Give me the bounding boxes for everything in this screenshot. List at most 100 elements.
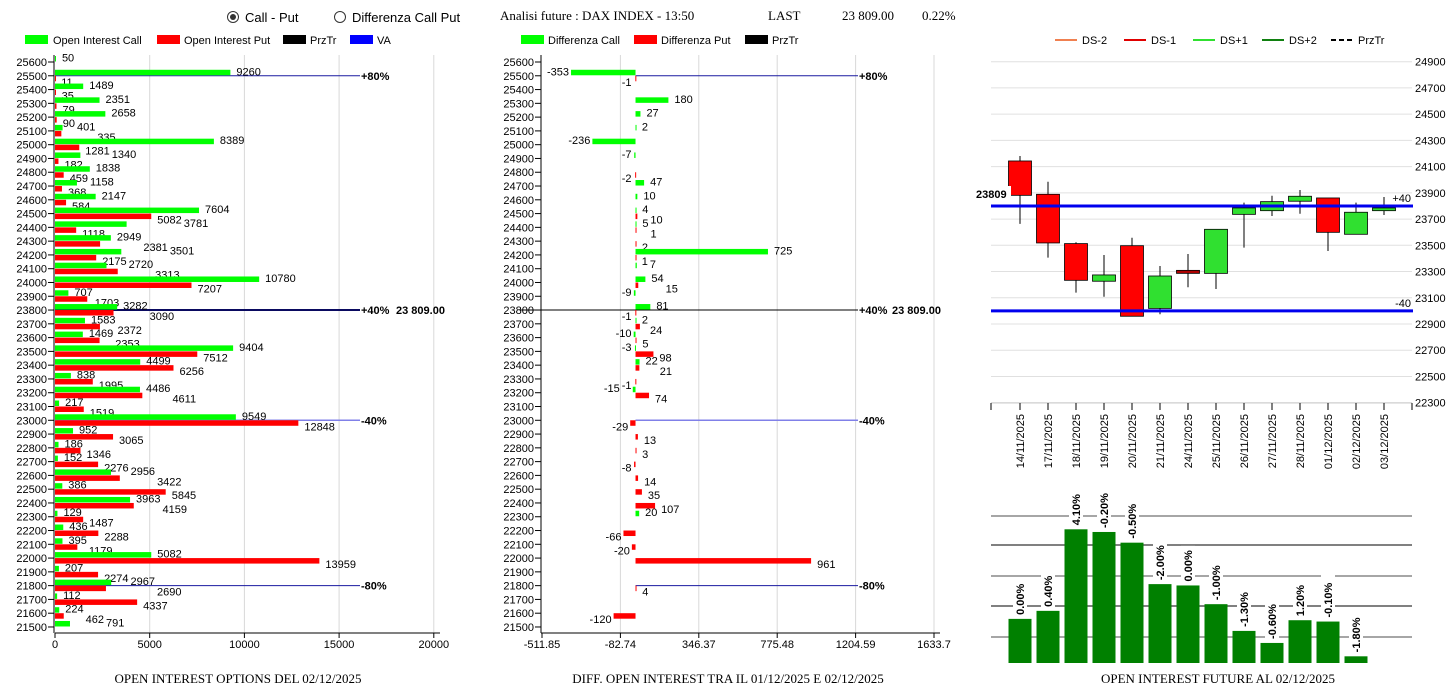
open-interest-options-chart: 0 5000 10000 15000 20000 25600 25500 2540025300…: [16, 53, 449, 652]
put-bar: [55, 406, 84, 412]
call-bar: [55, 524, 64, 531]
call-value-label: 2956: [131, 466, 155, 478]
x-tick-label: 26/11/2025: [1239, 414, 1251, 468]
diff-put-bar: [635, 502, 656, 509]
call-bar: [55, 83, 84, 90]
call-value-label: 4499: [146, 356, 170, 368]
radio-unselected-icon[interactable]: [334, 11, 346, 23]
legend-label: Differenza Put: [661, 35, 731, 47]
y-tick-label: 22700: [16, 457, 47, 469]
legend-label: VA: [377, 35, 392, 47]
diff-put-value-label: 1: [651, 228, 657, 240]
legend-label: PrzTr: [1358, 35, 1385, 47]
put-bar: [55, 144, 80, 151]
put-value-label: 1346: [86, 449, 110, 461]
put-bar: [55, 544, 78, 550]
put-bar: [55, 351, 198, 357]
call-value-label: 129: [63, 507, 81, 519]
diff-put-value-label: 1: [642, 256, 648, 268]
diff-put-value-label: -66: [606, 532, 622, 544]
call-value-label: 2949: [117, 232, 141, 244]
put-value-label: 1281: [85, 146, 109, 158]
diff-call-value-label: 2: [642, 121, 648, 133]
y-tick-label: 24400: [503, 222, 534, 234]
call-value-label: 8389: [220, 135, 244, 147]
diff-call-value-label: 27: [646, 108, 658, 120]
y-tick-label: 24900: [1415, 57, 1446, 69]
put-value-label: 3090: [150, 311, 174, 323]
call-bar: [55, 166, 90, 172]
y-tick-label: 23300: [16, 374, 47, 386]
diff-call-bar: [635, 262, 637, 269]
y-tick-label: 21700: [503, 594, 534, 606]
legend-swatch-call: [25, 35, 48, 44]
call-bar: [55, 483, 63, 489]
future-oi-bar: [1176, 585, 1200, 663]
legend-label: Differenza Call: [548, 35, 620, 47]
y-tick-label: 22500: [503, 484, 534, 496]
radio-label: Differenza Call Put: [352, 10, 461, 25]
call-bar: [55, 152, 81, 158]
diff-call-value-label: 180: [674, 94, 692, 106]
diff-put-bar: [635, 351, 654, 357]
data-label: -2.00%: [1155, 545, 1167, 580]
chart-title-future: OPEN INTEREST FUTURE AL 02/12/2025: [1101, 671, 1335, 686]
call-bar: [55, 235, 111, 241]
y-tick-label: 24100: [16, 264, 47, 276]
call-bar: [55, 69, 231, 76]
call-value-label: 10780: [265, 273, 296, 285]
call-bar: [55, 221, 127, 227]
call-bar: [55, 372, 71, 379]
y-tick-label: 22800: [503, 443, 534, 455]
call-value-label: 2720: [129, 259, 153, 271]
diff-call-value-label: 5: [642, 218, 648, 230]
put-value-label: 4337: [143, 600, 167, 612]
y-tick-label: 22200: [16, 526, 47, 538]
x-tick-label: 21/11/2025: [1155, 414, 1167, 468]
y-tick-label: 22000: [16, 553, 47, 565]
reference-line-label: -80%: [859, 581, 885, 593]
data-label: -0.60%: [1267, 604, 1279, 639]
diff-put-bar: [623, 530, 636, 537]
diff-put-value-label: 10: [650, 215, 662, 227]
diff-put-bar: [635, 378, 637, 385]
y-tick-label: 24900: [503, 153, 534, 165]
put-bar: [55, 489, 166, 495]
candle-down: [1316, 197, 1340, 233]
put-bar: [55, 516, 84, 523]
x-tick-label: 17/11/2025: [1043, 414, 1055, 468]
y-tick-label: 22800: [16, 443, 47, 455]
call-value-label: 2967: [131, 576, 155, 588]
y-tick-label: 23100: [1415, 293, 1446, 305]
y-tick-label: 23500: [503, 346, 534, 358]
last-value: 23 809.00: [842, 8, 894, 23]
reference-line-label: +40%: [361, 305, 390, 317]
put-bar: [55, 613, 64, 619]
diff-call-bar: [634, 152, 636, 158]
diff-put-bar: [635, 310, 637, 316]
call-bar: [55, 428, 74, 434]
radio-call-put[interactable]: Call - Put: [227, 10, 299, 25]
call-bar: [55, 538, 63, 544]
call-value-label: 707: [74, 287, 92, 299]
y-tick-label: 25300: [503, 98, 534, 110]
diff-put-bar: [635, 172, 637, 178]
y-tick-label: 22600: [503, 470, 534, 482]
diff-put-bar: [635, 558, 812, 564]
diff-put-value-label: -1: [622, 311, 632, 323]
legend-swatch-diff-put: [634, 35, 657, 44]
radio-differenza-call-put[interactable]: Differenza Call Put: [334, 10, 461, 25]
put-value-label: 1487: [89, 518, 113, 530]
put-bar: [55, 461, 99, 468]
x-tick-label: 346.37: [682, 639, 716, 651]
y-tick-label: 25200: [16, 112, 47, 124]
y-tick-label: 21600: [16, 608, 47, 620]
diff-put-value-label: 2: [642, 242, 648, 254]
y-tick-label: 24300: [503, 236, 534, 248]
y-tick-label: 22400: [503, 498, 534, 510]
x-tick-label: 24/11/2025: [1183, 414, 1195, 468]
call-bar: [55, 455, 58, 462]
future-oi-bar: [1204, 604, 1228, 663]
diff-put-bar: [635, 585, 637, 592]
y-tick-label: 25000: [16, 140, 47, 152]
